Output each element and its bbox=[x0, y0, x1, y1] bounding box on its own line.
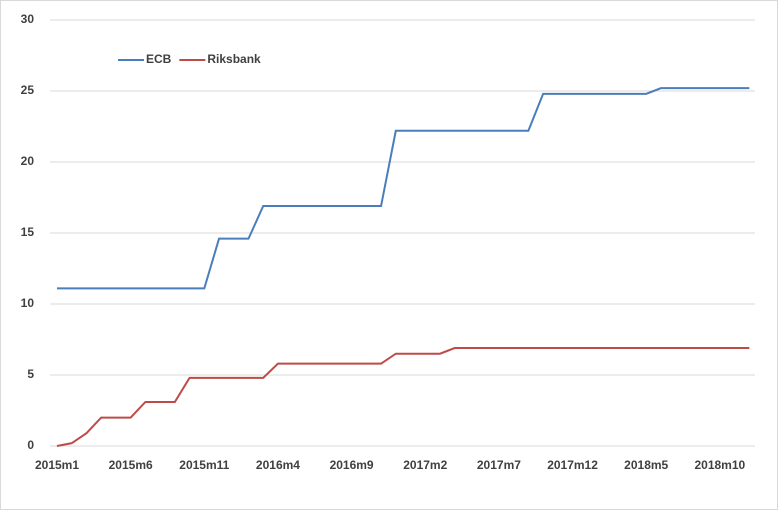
x-tick-label: 2015m6 bbox=[109, 458, 153, 472]
y-tick-label: 15 bbox=[21, 225, 35, 239]
legend-label: Riksbank bbox=[207, 52, 261, 66]
legend-label: ECB bbox=[146, 52, 172, 66]
x-tick-label: 2017m2 bbox=[403, 458, 447, 472]
x-tick-label: 2017m7 bbox=[477, 458, 521, 472]
line-series bbox=[56, 347, 750, 447]
line-series bbox=[57, 87, 750, 290]
x-tick-label: 2016m9 bbox=[330, 458, 374, 472]
y-tick-label: 20 bbox=[21, 154, 35, 168]
y-tick-label: 0 bbox=[27, 438, 34, 452]
x-tick-label: 2018m10 bbox=[694, 458, 745, 472]
y-tick-label: 30 bbox=[21, 12, 35, 26]
x-tick-label: 2017m12 bbox=[547, 458, 598, 472]
x-tick-label: 2016m4 bbox=[256, 458, 300, 472]
x-tick-label: 2015m11 bbox=[179, 458, 229, 472]
y-tick-label: 25 bbox=[21, 83, 35, 97]
y-tick-label: 10 bbox=[21, 296, 35, 310]
x-tick-label: 2018m5 bbox=[624, 458, 668, 472]
y-tick-label: 5 bbox=[27, 367, 34, 381]
x-tick-label: 2015m1 bbox=[35, 458, 79, 472]
